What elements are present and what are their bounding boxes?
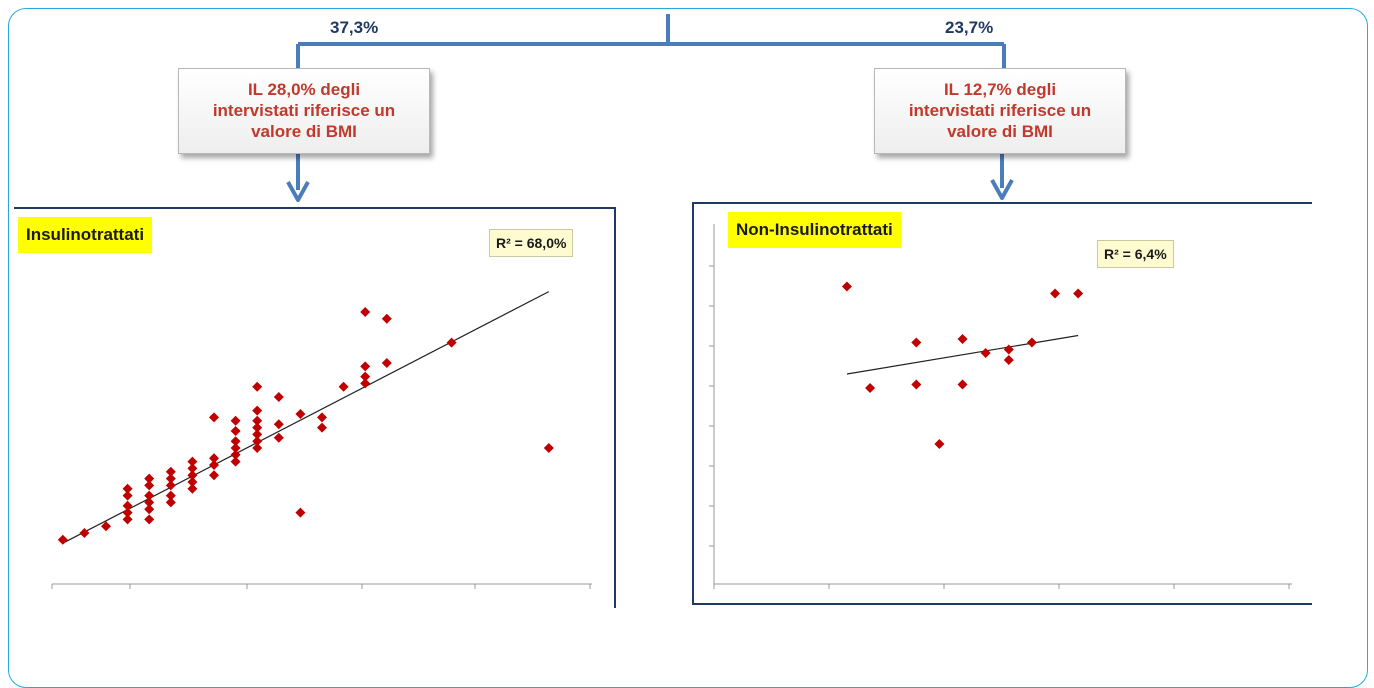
data-point [187,483,198,494]
data-point [360,371,371,382]
data-point [252,381,263,392]
chart-title: Insulinotrattati [18,217,153,253]
connector-diagram [286,14,1014,202]
data-point [165,490,176,501]
data-point [230,456,241,467]
data-point [381,313,392,324]
data-point [252,436,263,447]
data-point [1026,337,1037,348]
callout-line: IL 12,7% degli [943,80,1057,99]
data-point [144,480,155,491]
data-point [841,281,852,292]
data-point [165,480,176,491]
data-point [252,443,263,453]
data-point [144,490,155,501]
data-point [187,470,198,481]
data-point [1003,355,1014,365]
data-point [1003,344,1014,355]
left-percentage: 37,3% [330,18,379,37]
data-point [252,422,263,433]
callout-line: IL 28,0% degli [247,80,361,99]
data-point [209,453,219,464]
non-insulinotrattati-chart-panel: Non-Insulinotrattati R² = 6,4% [692,202,1312,605]
data-point [338,381,349,392]
data-point [79,528,90,538]
data-point [446,337,457,348]
data-point [209,460,219,470]
data-point [911,379,922,390]
data-point [230,426,241,436]
data-point [252,429,263,440]
right-percentage: 23,7% [945,18,994,37]
left-callout-box: IL 28,0% degli intervistati riferisce un… [178,68,430,154]
data-point [122,490,133,501]
trend-line [62,291,550,544]
data-point [57,534,68,545]
data-point [295,507,306,518]
data-point [273,419,284,430]
data-point [360,361,371,372]
data-point [165,497,176,508]
right-callout-box: IL 12,7% degli intervistati riferisce un… [874,68,1126,154]
chart-title: Non-Insulinotrattati [728,212,901,248]
trend-line [846,334,1079,375]
data-point [295,409,306,419]
data-point [165,466,176,477]
data-point [144,504,155,515]
data-point [317,412,327,423]
data-point [360,307,371,317]
callout-line: intervistati riferisce un [212,101,396,120]
r-squared-label: R² = 6,4% [1097,240,1174,268]
non-insulinotrattati-scatter-plot [709,224,1292,589]
data-point [1073,288,1084,299]
insulinotrattati-chart-panel: Insulinotrattati R² = 68,0% [14,207,616,608]
data-point [980,348,991,358]
data-point [252,405,263,416]
left-arrow-icon [286,181,310,202]
callout-line: valore di BMI [251,122,357,141]
data-point [317,422,327,433]
data-point [252,415,263,426]
r-squared-label: R² = 68,0% [489,229,574,257]
data-point [273,432,284,443]
data-point [187,463,198,474]
data-point [209,412,219,423]
data-point [1050,288,1061,299]
data-point [230,436,241,447]
data-point [360,378,371,389]
data-point [381,358,392,368]
data-point [957,379,968,390]
data-point [122,507,133,518]
data-point [165,473,176,484]
data-point [187,477,198,487]
data-point [187,456,198,467]
data-point [230,449,241,460]
data-point [122,483,133,494]
data-point [273,392,284,402]
callout-line: intervistati riferisce un [908,101,1092,120]
data-point [865,383,876,393]
data-point [101,521,111,532]
data-point [543,443,554,453]
data-point [209,470,219,481]
data-point [144,473,155,484]
data-point [144,514,155,525]
data-point [144,497,155,508]
right-arrow-icon [990,179,1014,200]
data-point [230,415,241,426]
data-point [122,514,133,525]
data-point [957,334,968,344]
data-point [934,439,945,449]
callout-line: valore di BMI [947,122,1053,141]
data-point [230,443,241,453]
data-point [122,500,133,511]
data-point [911,337,922,348]
insulinotrattati-scatter-plot [51,291,592,589]
